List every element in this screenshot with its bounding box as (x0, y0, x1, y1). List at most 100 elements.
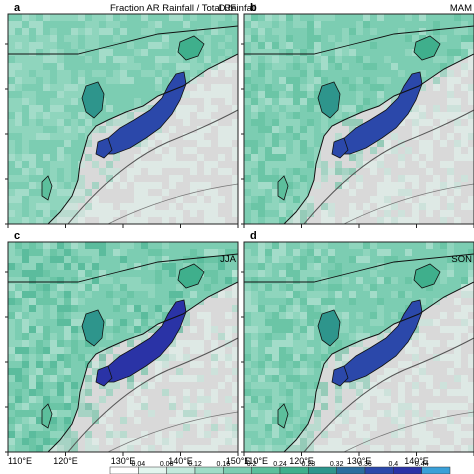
field-cell (314, 182, 321, 189)
field-cell (363, 63, 370, 70)
field-cell (293, 410, 300, 417)
field-cell (447, 326, 454, 333)
field-cell (279, 396, 286, 403)
field-cell (251, 382, 258, 389)
field-cell (251, 242, 258, 249)
field-cell (211, 424, 218, 431)
field-cell (15, 210, 22, 217)
field-cell (85, 210, 92, 217)
field-cell (405, 403, 412, 410)
field-cell (71, 133, 78, 140)
field-cell (461, 312, 468, 319)
field-cell (22, 217, 29, 224)
field-cell (328, 119, 335, 126)
field-cell (335, 312, 342, 319)
field-cell (120, 203, 127, 210)
field-cell (8, 249, 15, 256)
field-cell (398, 182, 405, 189)
field-cell (127, 203, 134, 210)
field-cell (120, 63, 127, 70)
field-cell (265, 140, 272, 147)
field-cell (433, 256, 440, 263)
field-cell (244, 133, 251, 140)
field-cell (468, 147, 474, 154)
field-cell (183, 445, 190, 452)
field-cell (454, 182, 461, 189)
field-cell (244, 361, 251, 368)
field-cell (377, 77, 384, 84)
field-cell (190, 147, 197, 154)
field-cell (251, 189, 258, 196)
field-cell (398, 312, 405, 319)
field-cell (155, 168, 162, 175)
field-cell (307, 403, 314, 410)
field-cell (57, 403, 64, 410)
field-cell (279, 270, 286, 277)
field-cell (169, 42, 176, 49)
field-cell (155, 431, 162, 438)
field-cell (433, 77, 440, 84)
field-cell (468, 203, 474, 210)
field-cell (57, 284, 64, 291)
field-cell (15, 249, 22, 256)
field-cell (272, 49, 279, 56)
field-cell (36, 63, 43, 70)
field-cell (307, 196, 314, 203)
field-cell (349, 105, 356, 112)
field-cell (211, 291, 218, 298)
field-cell (22, 63, 29, 70)
field-cell (447, 168, 454, 175)
field-cell (307, 291, 314, 298)
field-cell (36, 161, 43, 168)
field-cell (22, 49, 29, 56)
field-cell (293, 298, 300, 305)
field-cell (258, 312, 265, 319)
field-cell (29, 77, 36, 84)
field-cell (8, 256, 15, 263)
field-cell (244, 126, 251, 133)
field-cell (391, 277, 398, 284)
field-cell (134, 49, 141, 56)
field-cell (265, 210, 272, 217)
field-cell (71, 105, 78, 112)
season-label: JJA (220, 254, 237, 265)
field-cell (307, 361, 314, 368)
field-cell (15, 326, 22, 333)
field-cell (120, 119, 127, 126)
field-cell (113, 168, 120, 175)
field-cell (328, 249, 335, 256)
field-cell (155, 375, 162, 382)
field-cell (92, 28, 99, 35)
field-cell (363, 242, 370, 249)
field-cell (127, 84, 134, 91)
field-cell (15, 35, 22, 42)
field-cell (251, 326, 258, 333)
field-cell (57, 133, 64, 140)
field-cell (29, 410, 36, 417)
field-cell (293, 326, 300, 333)
field-cell (363, 396, 370, 403)
field-cell (57, 326, 64, 333)
field-cell (92, 210, 99, 217)
field-cell (113, 175, 120, 182)
field-cell (15, 291, 22, 298)
field-cell (258, 105, 265, 112)
field-cell (300, 189, 307, 196)
field-cell (286, 277, 293, 284)
field-cell (419, 291, 426, 298)
field-cell (286, 189, 293, 196)
field-cell (29, 256, 36, 263)
field-cell (447, 196, 454, 203)
field-cell (64, 389, 71, 396)
colorbar-label: 0.08 (160, 461, 174, 468)
field-cell (64, 340, 71, 347)
field-cell (106, 119, 113, 126)
field-cell (43, 319, 50, 326)
field-cell (183, 396, 190, 403)
field-cell (412, 182, 419, 189)
field-cell (293, 431, 300, 438)
field-cell (29, 84, 36, 91)
field-cell (141, 333, 148, 340)
field-cell (127, 375, 134, 382)
field-cell (370, 63, 377, 70)
